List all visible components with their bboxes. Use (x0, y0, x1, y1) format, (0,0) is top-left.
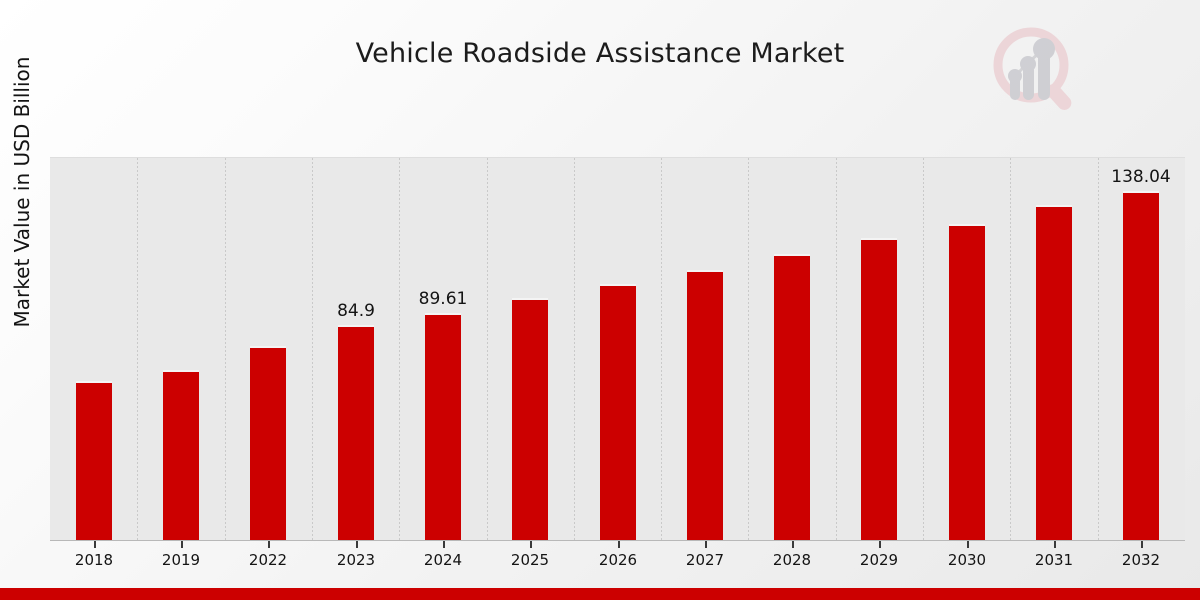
bar-2027[interactable] (687, 270, 723, 541)
x-tick-2029 (879, 541, 881, 548)
x-tick-label-2023: 2023 (336, 551, 376, 569)
x-tick-label-2024: 2024 (423, 551, 463, 569)
grid-line (225, 158, 226, 541)
bar-2031[interactable] (1036, 205, 1072, 541)
x-tick-label-2032: 2032 (1121, 551, 1161, 569)
bar-2029[interactable] (861, 238, 897, 541)
x-tick-2026 (618, 541, 620, 548)
x-tick-label-2018: 2018 (74, 551, 114, 569)
x-tick-label-2029: 2029 (859, 551, 899, 569)
bar-2026[interactable] (600, 284, 636, 541)
x-tick-2023 (356, 541, 358, 548)
grid-line (661, 158, 662, 541)
magnifying-glass-bar-chart-logo (988, 24, 1084, 116)
grid-line (1010, 158, 1011, 541)
y-axis-title: Market Value in USD Billion (10, 56, 34, 328)
bar-2019[interactable] (163, 370, 199, 541)
bar-value-label-2032: 138.04 (1111, 167, 1171, 187)
grid-line (137, 158, 138, 541)
x-tick-label-2028: 2028 (772, 551, 812, 569)
x-tick-2031 (1054, 541, 1056, 548)
x-tick-label-2026: 2026 (598, 551, 638, 569)
grid-line (923, 158, 924, 541)
bar-2024[interactable] (425, 313, 461, 541)
x-tick-2018 (94, 541, 96, 548)
footer-accent-bar (0, 588, 1200, 600)
bar-2028[interactable] (774, 254, 810, 541)
x-tick-label-2027: 2027 (685, 551, 725, 569)
x-tick-2030 (967, 541, 969, 548)
plot-area (50, 157, 1185, 541)
x-tick-2028 (792, 541, 794, 548)
x-axis-line (50, 540, 1185, 541)
bar-value-label-2023: 84.9 (337, 301, 375, 321)
x-tick-label-2022: 2022 (248, 551, 288, 569)
grid-line (399, 158, 400, 541)
grid-line (574, 158, 575, 541)
x-tick-label-2030: 2030 (947, 551, 987, 569)
x-tick-2025 (530, 541, 532, 548)
grid-line (1098, 158, 1099, 541)
bar-value-label-2024: 89.61 (418, 289, 468, 309)
grid-line (487, 158, 488, 541)
bar-2022[interactable] (250, 346, 286, 541)
bar-2018[interactable] (76, 381, 112, 541)
x-tick-2022 (268, 541, 270, 548)
bar-2030[interactable] (949, 224, 985, 541)
x-tick-label-2019: 2019 (161, 551, 201, 569)
page-title: Vehicle Roadside Assistance Market (355, 38, 845, 69)
x-tick-2032 (1141, 541, 1143, 548)
x-tick-2027 (705, 541, 707, 548)
x-tick-2024 (443, 541, 445, 548)
grid-line (748, 158, 749, 541)
bar-2023[interactable] (338, 325, 374, 541)
bar-2032[interactable] (1123, 191, 1159, 541)
x-tick-2019 (181, 541, 183, 548)
bar-2025[interactable] (512, 298, 548, 541)
grid-line (312, 158, 313, 541)
x-tick-label-2031: 2031 (1034, 551, 1074, 569)
grid-line (836, 158, 837, 541)
x-tick-label-2025: 2025 (510, 551, 550, 569)
